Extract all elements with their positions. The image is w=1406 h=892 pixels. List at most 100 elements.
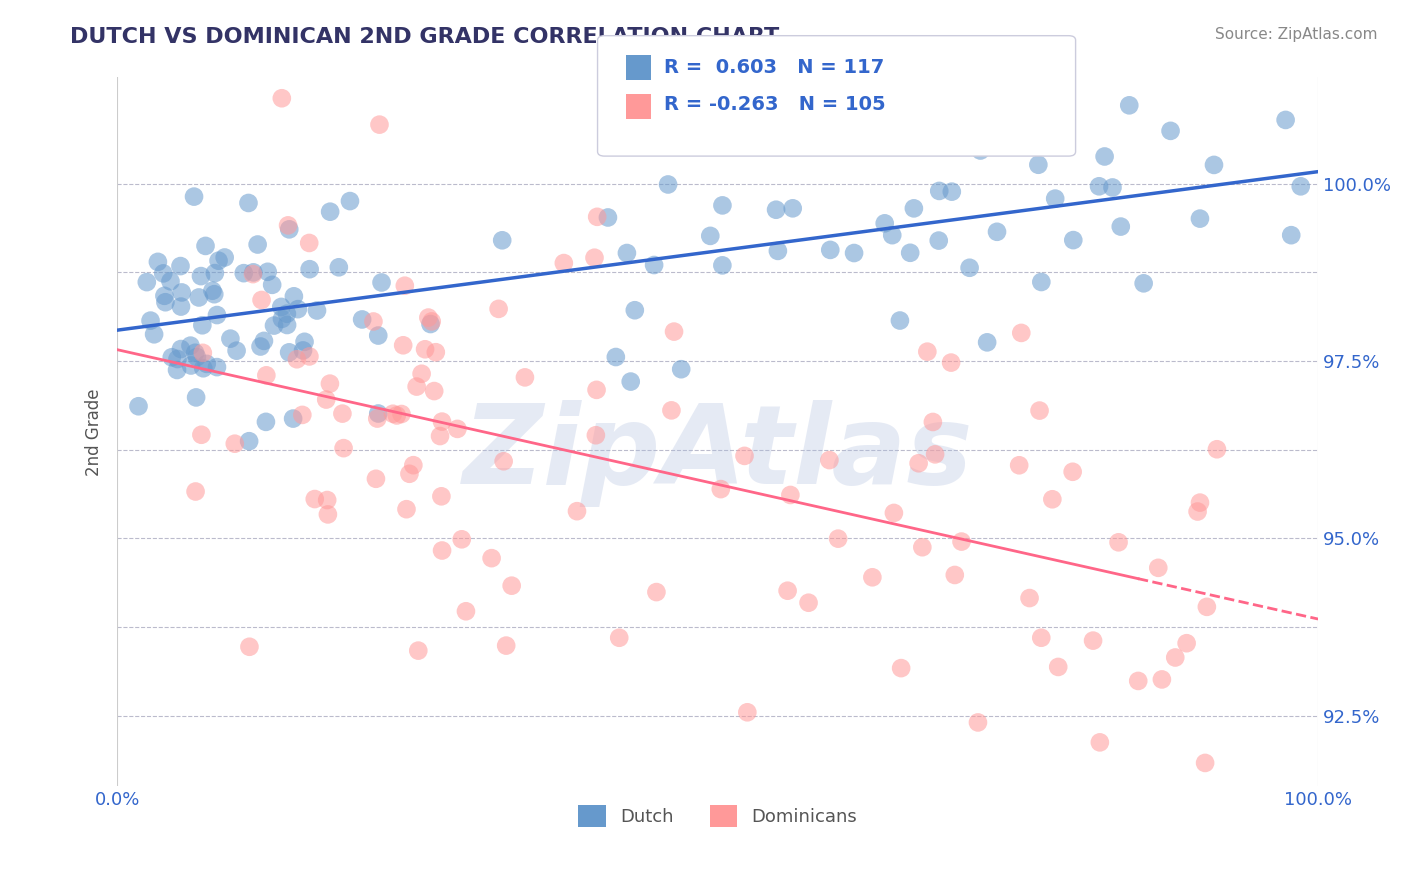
Point [366,411,388,425]
Point [332,441,354,455]
Point [907,456,929,470]
Point [488,301,510,316]
Point [890,661,912,675]
Point [928,184,950,198]
Y-axis label: 2nd Grade: 2nd Grade [86,388,103,475]
Point [662,325,685,339]
Point [766,244,789,258]
Point [187,290,209,304]
Point [263,318,285,333]
Point [928,234,950,248]
Point [402,458,425,473]
Point [319,376,342,391]
Point [128,399,150,413]
Point [1081,633,1104,648]
Point [565,504,588,518]
Point [481,551,503,566]
Point [207,253,229,268]
Point [339,194,361,208]
Text: R = -0.263   N = 105: R = -0.263 N = 105 [664,95,886,114]
Point [395,502,418,516]
Point [583,251,606,265]
Point [941,185,963,199]
Point [232,266,254,280]
Point [699,228,721,243]
Point [1118,98,1140,112]
Point [430,489,453,503]
Point [253,334,276,348]
Point [491,233,513,247]
Point [645,585,668,599]
Point [283,289,305,303]
Point [319,204,342,219]
Point [291,408,314,422]
Point [939,355,962,369]
Point [827,532,849,546]
Point [381,407,404,421]
Point [328,260,350,275]
Point [363,314,385,328]
Point [405,379,427,393]
Point [969,144,991,158]
Point [1031,631,1053,645]
Point [315,392,337,407]
Point [242,267,264,281]
Point [367,407,389,421]
Point [170,342,193,356]
Point [430,543,453,558]
Point [225,343,247,358]
Point [596,211,619,225]
Point [1164,650,1187,665]
Point [139,313,162,327]
Point [298,350,321,364]
Point [277,219,299,233]
Point [607,631,630,645]
Point [204,266,226,280]
Point [967,715,990,730]
Point [976,335,998,350]
Point [924,447,946,461]
Point [276,307,298,321]
Point [183,189,205,203]
Point [316,508,339,522]
Point [842,246,865,260]
Point [1046,121,1069,136]
Point [624,303,647,318]
Point [797,596,820,610]
Point [1132,277,1154,291]
Point [737,706,759,720]
Point [1188,211,1211,226]
Point [1018,591,1040,605]
Point [143,327,166,342]
Point [917,344,939,359]
Point [425,345,447,359]
Point [959,260,981,275]
Point [294,334,316,349]
Text: ZipAtlas: ZipAtlas [463,400,973,507]
Point [1062,465,1084,479]
Point [1047,660,1070,674]
Point [1150,673,1173,687]
Point [202,287,225,301]
Point [276,318,298,332]
Point [883,506,905,520]
Point [585,383,607,397]
Point [190,427,212,442]
Point [911,540,934,554]
Point [352,312,374,326]
Legend: Dutch, Dominicans: Dutch, Dominicans [571,797,865,834]
Point [278,345,301,359]
Point [394,278,416,293]
Point [711,258,734,272]
Point [1128,673,1150,688]
Point [711,198,734,212]
Point [367,328,389,343]
Point [450,533,472,547]
Point [385,409,408,423]
Point [889,313,911,327]
Point [1094,149,1116,163]
Point [205,360,228,375]
Point [271,311,294,326]
Point [1147,561,1170,575]
Point [408,643,430,657]
